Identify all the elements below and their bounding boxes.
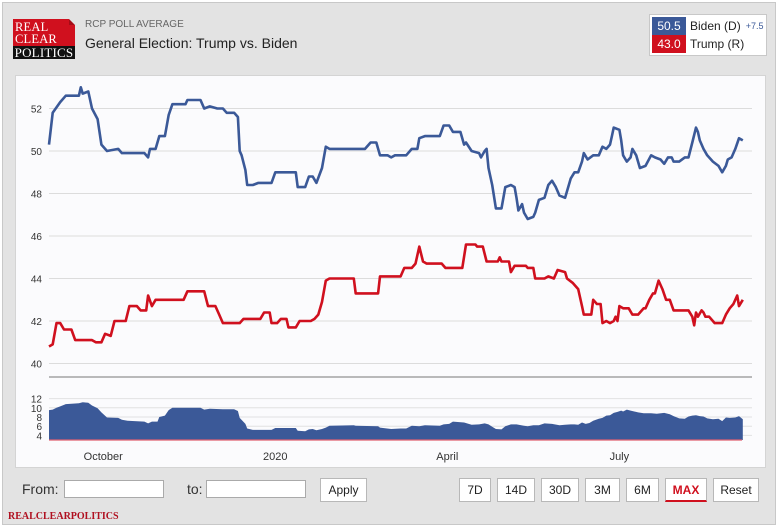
- range-button-14d[interactable]: 14D: [497, 478, 535, 502]
- logo-text-politics: POLITICS: [13, 45, 75, 60]
- trump-line: [48, 243, 744, 348]
- legend-name-biden: Biden (D): [690, 19, 741, 33]
- legend-value-trump: 43.0: [652, 35, 686, 53]
- apply-button[interactable]: Apply: [320, 478, 367, 502]
- legend-value-biden: 50.5: [652, 17, 686, 35]
- footer-brand[interactable]: REALCLEARPOLITICS: [8, 511, 119, 522]
- range-button-6m[interactable]: 6M: [626, 478, 659, 502]
- range-button-30d[interactable]: 30D: [541, 478, 579, 502]
- logo-text-real: REAL: [15, 20, 49, 34]
- biden-line: [47, 86, 744, 221]
- main-y-axis: 40 42 44 46 48 50 52: [31, 105, 43, 371]
- y-tick-label-40: 40: [31, 360, 43, 371]
- y-tick-label-52: 52: [31, 105, 43, 116]
- x-tick-label-october: October: [84, 451, 123, 463]
- spread-y-tick-label-6: 6: [36, 422, 42, 433]
- legend-item-biden: 50.5 Biden (D) +7.5: [652, 17, 763, 35]
- legend: 50.5 Biden (D) +7.5 43.0 Trump (R): [649, 14, 767, 56]
- y-tick-label-44: 44: [31, 275, 43, 286]
- main-gridlines: [49, 108, 752, 364]
- legend-spread: +7.5: [745, 21, 764, 31]
- spread-y-tick-label-12: 12: [31, 395, 43, 406]
- x-tick-label-2020: 2020: [263, 451, 287, 463]
- from-label: From:: [22, 481, 59, 497]
- chart-title: General Election: Trump vs. Biden: [85, 35, 298, 51]
- spread-area: [49, 402, 743, 440]
- from-date-input[interactable]: [64, 480, 164, 498]
- legend-name-trump: Trump (R): [690, 37, 745, 51]
- spread-y-tick-label-10: 10: [31, 404, 43, 415]
- plot-panel: [15, 75, 766, 468]
- rcp-logo[interactable]: REAL CLEAR POLITICS: [13, 19, 75, 59]
- to-label: to:: [187, 481, 203, 497]
- range-button-7d[interactable]: 7D: [459, 478, 491, 502]
- y-tick-label-48: 48: [31, 190, 43, 201]
- x-axis-labels: October 2020 April July: [84, 451, 630, 463]
- range-button-3m[interactable]: 3M: [585, 478, 620, 502]
- date-range-controls: From: to: Apply 7D 14D 30D 3M 6M MAX Res…: [15, 473, 766, 505]
- range-button-max[interactable]: MAX: [665, 478, 707, 502]
- spread-y-tick-label-8: 8: [36, 413, 42, 424]
- logo-text-clear: CLEAR: [15, 32, 57, 46]
- reset-button[interactable]: Reset: [713, 478, 759, 502]
- x-tick-label-april: April: [436, 451, 458, 463]
- x-tick-label-july: July: [610, 451, 630, 463]
- y-tick-label-42: 42: [31, 317, 43, 328]
- legend-item-trump: 43.0 Trump (R): [652, 35, 744, 53]
- chart-subtitle: RCP POLL AVERAGE: [85, 19, 184, 30]
- logo-red-block: [13, 19, 75, 46]
- to-date-input[interactable]: [206, 480, 306, 498]
- y-tick-label-46: 46: [31, 232, 43, 243]
- spread-y-tick-label-4: 4: [36, 431, 42, 442]
- y-tick-label-50: 50: [31, 147, 43, 158]
